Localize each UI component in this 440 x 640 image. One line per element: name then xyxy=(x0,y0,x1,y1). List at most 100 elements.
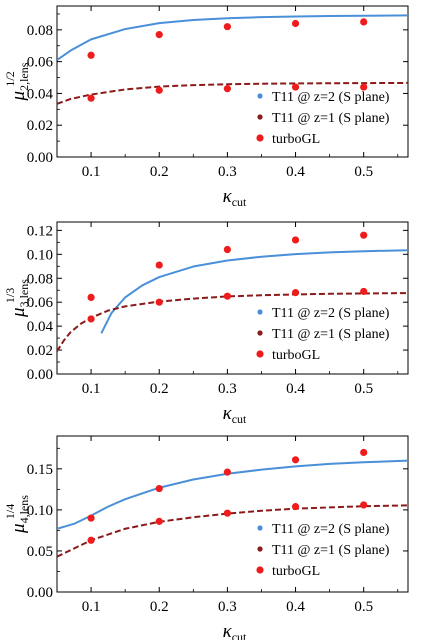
y-axis-symbol: μ xyxy=(8,523,29,534)
y-tick-label: 0.00 xyxy=(27,150,53,166)
legend-marker xyxy=(256,350,264,358)
legend-label: T11 @ z=1 (S plane) xyxy=(272,111,390,126)
y-tick-label: 0.02 xyxy=(27,343,53,359)
turbogl-point xyxy=(360,231,368,239)
y-tick-label: 0.05 xyxy=(27,544,53,560)
x-axis-label: κcut xyxy=(223,621,247,640)
series-line-z2 xyxy=(100,249,408,334)
y-tick-label: 0.04 xyxy=(27,86,54,102)
y-tick-label: 0.06 xyxy=(27,295,54,311)
turbogl-point xyxy=(223,85,231,93)
turbogl-point xyxy=(360,18,368,26)
turbogl-point xyxy=(87,514,95,522)
x-tick-label: 0.2 xyxy=(150,164,169,180)
turbogl-point xyxy=(155,86,163,94)
legend-label: turboGL xyxy=(272,564,320,579)
turbogl-point xyxy=(291,503,300,511)
chart-panel-1: 0.1 0.2 0.3 0.4 0.5 0.00 0.02 0.04 0.06 0.08 T11 @… xyxy=(3,5,409,209)
y-tick-label: 0.12 xyxy=(27,223,53,239)
x-axis-subscript: cut xyxy=(232,195,247,209)
y-axis-symbol: μ xyxy=(8,91,29,102)
turbogl-point xyxy=(87,51,95,59)
turbogl-point xyxy=(291,236,300,244)
turbogl-point xyxy=(223,23,231,31)
turbogl-point xyxy=(155,261,163,269)
y-axis-subscript: 3,lens xyxy=(17,279,31,308)
y-tick-label: 0.00 xyxy=(27,367,53,383)
legend-marker xyxy=(257,93,263,99)
y-axis-subscript: 2,lens xyxy=(17,62,31,91)
x-axis-subscript: cut xyxy=(232,630,247,640)
turbogl-point xyxy=(360,448,368,457)
legend-label: T11 @ z=2 (S plane) xyxy=(272,306,390,321)
legend-marker xyxy=(257,309,263,315)
x-tick-label: 0.1 xyxy=(82,599,101,615)
legend-marker xyxy=(257,114,263,120)
plot-frame xyxy=(56,435,409,593)
x-axis-symbol: κ xyxy=(223,403,233,424)
y-axis-label: μ2,lens1/2 xyxy=(3,62,31,101)
y-tick-label: 0.00 xyxy=(27,585,53,601)
y-tick-label: 0.10 xyxy=(27,503,53,519)
turbogl-point xyxy=(360,83,368,91)
x-tick-label: 0.1 xyxy=(82,164,101,180)
turbogl-point xyxy=(87,94,95,102)
legend-label: T11 @ z=2 (S plane) xyxy=(272,90,390,105)
y-tick-label: 0.10 xyxy=(27,247,53,263)
legend-marker xyxy=(257,525,263,531)
x-tick-label: 0.1 xyxy=(82,381,101,397)
chart-panel-3: 0.1 0.2 0.3 0.4 0.5 0.00 0.05 0.10 0.15 T11 @ z=2… xyxy=(3,435,409,640)
legend-marker xyxy=(256,566,264,574)
y-tick-label: 0.02 xyxy=(27,118,53,134)
legend-label: T11 @ z=2 (S plane) xyxy=(272,522,390,537)
series-line-z1 xyxy=(57,81,408,105)
y-axis-label: μ3,lens1/3 xyxy=(3,279,31,318)
x-tick-label: 0.5 xyxy=(354,164,373,180)
turbogl-point xyxy=(223,245,231,254)
legend-marker xyxy=(256,134,264,142)
x-tick-label: 0.3 xyxy=(218,599,237,615)
y-axis-symbol: μ xyxy=(8,307,29,318)
plot-frame xyxy=(56,5,409,158)
turbogl-point xyxy=(291,83,300,91)
y-tick-label: 0.04 xyxy=(27,319,54,335)
turbogl-point xyxy=(223,509,231,517)
series-line-z1 xyxy=(57,292,408,352)
x-tick-label: 0.4 xyxy=(286,164,305,180)
x-axis-symbol: κ xyxy=(223,186,233,207)
y-axis-superscript: 1/3 xyxy=(3,288,17,303)
x-axis-label: κcut xyxy=(223,403,247,426)
series-line-z2 xyxy=(57,459,408,530)
x-tick-label: 0.5 xyxy=(354,381,373,397)
turbogl-point xyxy=(87,315,95,323)
y-tick-label: 0.06 xyxy=(27,55,54,71)
y-axis-superscript: 1/2 xyxy=(3,71,17,86)
legend-label: turboGL xyxy=(272,348,320,363)
turbogl-point xyxy=(155,517,163,525)
x-tick-label: 0.4 xyxy=(286,381,305,397)
turbogl-point xyxy=(291,19,300,28)
series-line-z2 xyxy=(57,14,408,61)
legend-label: T11 @ z=1 (S plane) xyxy=(272,327,390,342)
x-tick-label: 0.3 xyxy=(218,164,237,180)
y-axis-label: μ4,lens1/4 xyxy=(3,495,31,534)
x-tick-label: 0.4 xyxy=(286,599,305,615)
x-tick-label: 0.2 xyxy=(150,599,169,615)
y-axis-subscript: 4,lens xyxy=(17,495,31,524)
y-tick-label: 0.15 xyxy=(27,462,53,478)
turbogl-point xyxy=(223,292,231,300)
turbogl-point xyxy=(291,289,300,297)
x-tick-label: 0.5 xyxy=(354,599,373,615)
turbogl-point xyxy=(87,536,95,544)
y-tick-label: 0.08 xyxy=(27,271,53,287)
legend-label: T11 @ z=1 (S plane) xyxy=(272,543,390,558)
turbogl-point xyxy=(291,456,300,464)
turbogl-point xyxy=(155,31,163,39)
plot-frame xyxy=(56,221,409,375)
turbogl-point xyxy=(360,287,368,296)
turbogl-point xyxy=(155,484,163,493)
y-axis-superscript: 1/4 xyxy=(3,504,17,519)
turbogl-point xyxy=(360,501,368,509)
chart-panel-2: 0.1 0.2 0.3 0.4 0.5 0.00 0.02 0.04 0.06 0.08 0.10 0… xyxy=(3,221,409,426)
